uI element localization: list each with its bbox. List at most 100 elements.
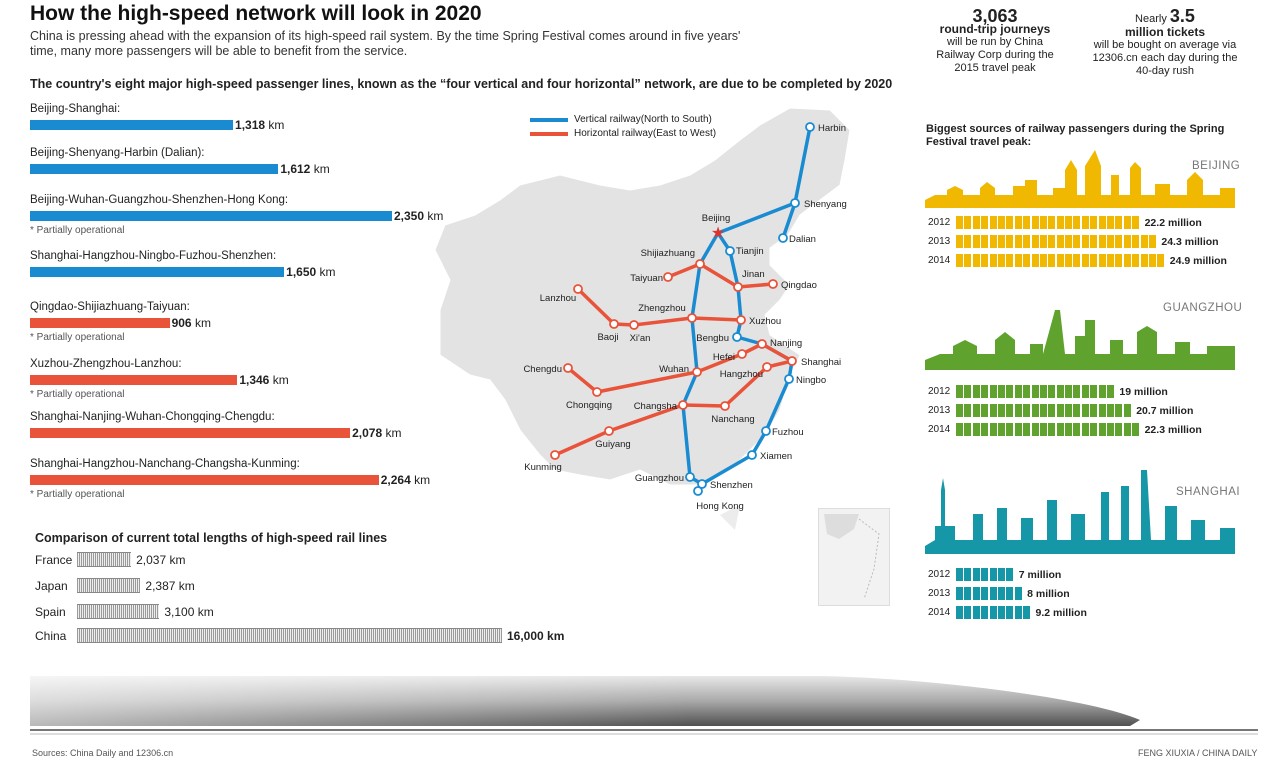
person-icon — [956, 587, 963, 600]
city-label: Dalian — [789, 234, 816, 245]
person-icon — [989, 235, 997, 248]
passenger-value: 7 million — [1018, 568, 1062, 581]
passenger-value: 24.9 million — [1169, 254, 1227, 267]
line-length-label: 906 km — [171, 316, 211, 330]
stat-journeys: 3,063 round-trip journeys will be run by… — [920, 6, 1070, 75]
person-icon — [1065, 385, 1073, 398]
city-node — [720, 401, 730, 411]
person-icon — [1006, 235, 1014, 248]
person-icon — [1006, 587, 1014, 600]
city-node — [737, 349, 747, 359]
passenger-icons — [956, 404, 1132, 417]
person-icon — [964, 216, 972, 229]
person-icon — [1039, 235, 1047, 248]
person-icon — [1115, 423, 1123, 436]
city-label: Nanchang — [711, 414, 754, 425]
person-icon — [1006, 423, 1014, 436]
person-icon — [1140, 235, 1148, 248]
city-node — [761, 426, 771, 436]
city-label: Xuzhou — [749, 316, 781, 327]
city-label: Changsha — [634, 401, 678, 412]
south-china-sea-inset — [824, 514, 880, 600]
person-icon — [997, 423, 1005, 436]
city-node — [747, 450, 757, 460]
person-icon — [989, 385, 997, 398]
city-label: Jinan — [742, 269, 765, 280]
comparison-title: Comparison of current total lengths of h… — [35, 531, 388, 545]
line-name: Qingdao-Shijiazhuang-Taiyuan: — [30, 301, 190, 313]
city-node — [695, 259, 705, 269]
person-icon — [1048, 404, 1056, 417]
person-icon — [1115, 216, 1123, 229]
line-bar — [30, 211, 392, 221]
comparison-row: Japan 2,387 km — [35, 578, 195, 593]
person-icon — [1123, 404, 1131, 417]
person-icon — [1039, 423, 1047, 436]
passenger-year: 2013 — [928, 588, 951, 599]
person-icon — [1107, 254, 1115, 267]
person-icon — [956, 568, 963, 581]
stat-journeys-number: 3,063 — [972, 6, 1018, 26]
rail-route — [781, 202, 797, 239]
passenger-value: 22.3 million — [1144, 423, 1202, 436]
legend-horizontal-swatch — [530, 131, 568, 136]
person-icon — [972, 385, 980, 398]
intro-text: China is pressing ahead with the expansi… — [30, 29, 741, 58]
city-label: Qingdao — [781, 280, 817, 291]
person-icon — [956, 404, 963, 417]
stat-tickets-headline: million tickets — [1124, 25, 1206, 39]
passenger-value: 19 million — [1119, 385, 1168, 398]
city-label: Fuzhou — [772, 427, 804, 438]
person-icon — [997, 385, 1005, 398]
person-icon — [1039, 404, 1047, 417]
city-label: Shanghai — [801, 357, 841, 368]
passenger-icons — [956, 254, 1166, 267]
city-node — [787, 356, 797, 366]
person-icon — [1056, 385, 1064, 398]
person-icon — [1090, 423, 1098, 436]
passenger-row: 2014 24.9 million — [928, 254, 1227, 267]
person-icon — [1073, 423, 1081, 436]
city-label: Zhengzhou — [638, 303, 686, 314]
city-node — [784, 374, 794, 384]
person-icon — [972, 568, 980, 581]
person-icon — [989, 606, 997, 619]
comparison-bar — [77, 604, 160, 619]
comparison-value: 2,387 km — [145, 578, 195, 593]
line-item: Beijing-Shenyang-Harbin (Dalian): 1,612 k… — [30, 147, 330, 176]
person-icon — [1140, 254, 1148, 267]
city-label: Guiyang — [595, 439, 630, 450]
person-icon — [1115, 254, 1123, 267]
city-name-shanghai: SHANGHAI — [1176, 486, 1241, 498]
person-icon — [1098, 423, 1106, 436]
comparison-country: Spain — [35, 604, 66, 619]
person-icon — [1048, 235, 1056, 248]
city-node — [725, 246, 735, 256]
person-icon — [1014, 216, 1022, 229]
line-length-label: 1,612 km — [280, 162, 330, 176]
line-length-label: 1,318 km — [235, 118, 285, 132]
lines-subtitle: The country's eight major high-speed pas… — [30, 77, 893, 91]
line-item: Shanghai-Hangzhou-Nanchang-Changsha-Kunm… — [30, 458, 430, 500]
stat-tickets-text: will be bought on average via 12306.cn e… — [1092, 39, 1238, 77]
line-length-label: 2,264 km — [380, 473, 431, 487]
person-icon — [1123, 254, 1131, 267]
person-icon — [1023, 404, 1031, 417]
credit-text: FENG XIUXIA / CHINA DAILY — [1138, 748, 1258, 758]
person-icon — [1081, 216, 1089, 229]
person-icon — [989, 568, 997, 581]
person-icon — [997, 254, 1005, 267]
person-icon — [1014, 606, 1022, 619]
city-node — [692, 367, 702, 377]
stat-tickets-prefix: Nearly — [1135, 13, 1167, 25]
line-name: Beijing-Shanghai: — [30, 103, 121, 115]
person-icon — [1132, 235, 1140, 248]
person-icon — [1039, 254, 1047, 267]
person-icon — [972, 404, 980, 417]
rail-route — [667, 262, 774, 289]
person-icon — [1107, 385, 1115, 398]
stat-tickets-number: 3.5 — [1169, 6, 1195, 26]
person-icon — [1132, 216, 1140, 229]
person-icon — [1065, 235, 1073, 248]
city-node — [663, 272, 673, 282]
